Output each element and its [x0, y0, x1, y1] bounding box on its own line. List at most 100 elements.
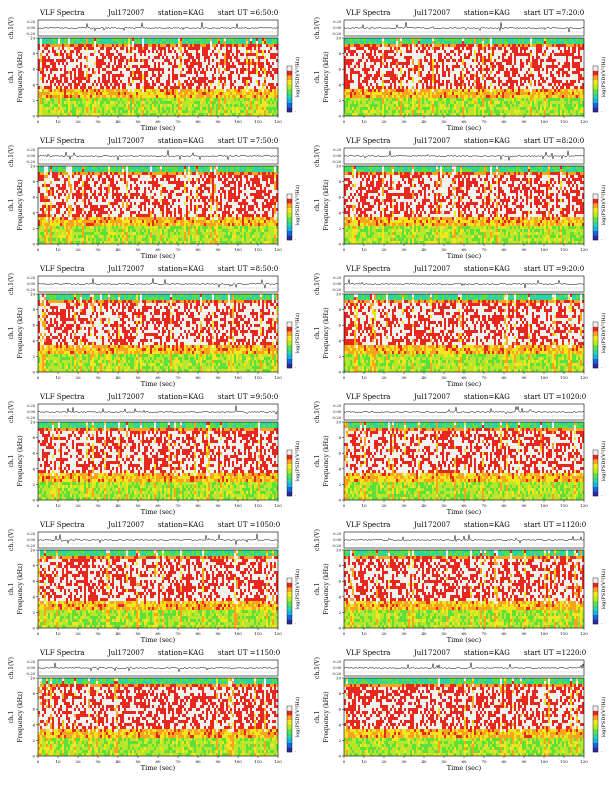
- spectrogram-cell: [50, 38, 53, 42]
- spectrogram-cell: [100, 107, 103, 111]
- spectrogram-cell: [424, 47, 427, 51]
- spectrogram-cell: [128, 110, 131, 114]
- spectrogram-cell: [104, 38, 107, 42]
- spectrogram-cell: [118, 44, 121, 48]
- spectrogram-cell: [246, 92, 249, 96]
- spectrogram-cell: [154, 80, 157, 84]
- spectrogram-cell: [454, 95, 457, 99]
- spectrogram-cell: [360, 59, 363, 63]
- spectrogram-cell: [382, 38, 385, 42]
- spectrogram-cell: [100, 44, 103, 48]
- spectrogram-cell: [218, 92, 221, 96]
- spectrogram-cell: [104, 74, 107, 78]
- spectrogram-cell: [374, 95, 377, 99]
- spectrogram-cell: [466, 56, 469, 60]
- spectrogram-cell: [126, 74, 129, 78]
- spectrogram-cell: [194, 56, 197, 60]
- spectrogram-cell: [454, 77, 457, 81]
- spectrogram-cell: [238, 104, 241, 108]
- spectrogram-cell: [218, 41, 221, 45]
- spectrogram-cell: [414, 59, 417, 63]
- spectrogram-cell: [90, 62, 93, 66]
- spectrogram-cell: [124, 38, 127, 42]
- spectrogram-cell: [180, 74, 183, 78]
- spectrogram-cell: [356, 80, 359, 84]
- spectrogram-cell: [90, 47, 93, 51]
- spectrogram-cell: [158, 110, 161, 114]
- spectrogram-cell: [380, 104, 383, 108]
- spectrogram-cell: [48, 41, 51, 45]
- spectrogram-cell: [276, 41, 279, 45]
- spectrogram-cell: [52, 59, 55, 63]
- spectrogram-cell: [82, 65, 85, 69]
- spectrogram-cell: [374, 41, 377, 45]
- spectrogram-cell: [400, 104, 403, 108]
- spectrogram-cell: [208, 101, 211, 105]
- spectrogram-cell: [214, 47, 217, 51]
- spectrogram-cell: [410, 92, 413, 96]
- spectrogram-cell: [438, 50, 441, 54]
- spectrogram-cell: [232, 74, 235, 78]
- spectrogram-cell: [96, 80, 99, 84]
- spectrogram-cell: [476, 47, 479, 51]
- spectrogram-cell: [112, 53, 115, 57]
- spectrogram-cell: [56, 110, 59, 114]
- spectrogram-cell: [138, 68, 141, 72]
- spectrogram-cell: [410, 86, 413, 90]
- spectrogram-cell: [476, 113, 479, 117]
- spectrogram-cell: [390, 98, 393, 102]
- spectrogram-cell: [418, 38, 421, 42]
- spectrogram-cell: [172, 71, 175, 75]
- spectrogram-cell: [206, 59, 209, 63]
- spectrogram-cell: [234, 113, 237, 117]
- spectrogram-cell: [436, 80, 439, 84]
- spectrogram-cell: [82, 71, 85, 75]
- spectrogram-cell: [192, 65, 195, 69]
- spectrogram-cell: [250, 80, 253, 84]
- spectrogram-cell: [350, 47, 353, 51]
- spectrogram-cell: [468, 62, 471, 66]
- spectrogram-cell: [132, 89, 135, 93]
- spectrogram-cell: [142, 53, 145, 57]
- spectrogram-cell: [46, 71, 49, 75]
- spectrogram-cell: [238, 44, 241, 48]
- spectrogram-cell: [256, 98, 259, 102]
- spectrogram-cell: [382, 56, 385, 60]
- spectrogram-cell: [42, 68, 45, 72]
- spectrogram-cell: [166, 65, 169, 69]
- spectrogram-cell: [130, 80, 133, 84]
- spectrogram-cell: [464, 62, 467, 66]
- spectrogram-cell: [118, 77, 121, 81]
- spectrogram-cell: [256, 107, 259, 111]
- spectrogram-cell: [348, 95, 351, 99]
- spectrogram-cell: [196, 89, 199, 93]
- spectrogram-cell: [404, 38, 407, 42]
- spectrogram-cell: [178, 44, 181, 48]
- spectrogram-cell: [474, 68, 477, 72]
- spectrogram-cell: [224, 89, 227, 93]
- spectrogram-cell: [94, 65, 97, 69]
- spectrogram-cell: [420, 92, 423, 96]
- spectrogram-cell: [166, 68, 169, 72]
- spectrogram-cell: [426, 80, 429, 84]
- spectrogram-cell: [138, 47, 141, 51]
- spectrogram-cell: [62, 38, 65, 42]
- spectrogram-cell: [364, 62, 367, 66]
- spectrogram-cell: [262, 110, 265, 114]
- spectrogram-cell: [82, 53, 85, 57]
- spectrogram-cell: [408, 41, 411, 45]
- colorbar-swatch: [287, 75, 292, 80]
- spectrogram-cell: [276, 77, 279, 81]
- spectrogram-cell: [240, 56, 243, 60]
- spectrogram-cell: [356, 62, 359, 66]
- spectrogram-cell: [470, 86, 473, 90]
- spectrogram-cell: [60, 68, 63, 72]
- spectrogram-cell: [450, 74, 453, 78]
- spectrogram-cell: [350, 107, 353, 111]
- spectrogram-cell: [254, 68, 257, 72]
- spectrogram-cell: [396, 98, 399, 102]
- spectrogram-cell: [430, 113, 433, 117]
- spectrogram-cell: [374, 98, 377, 102]
- spectrogram-cell: [274, 38, 277, 42]
- spectrogram-cell: [458, 38, 461, 42]
